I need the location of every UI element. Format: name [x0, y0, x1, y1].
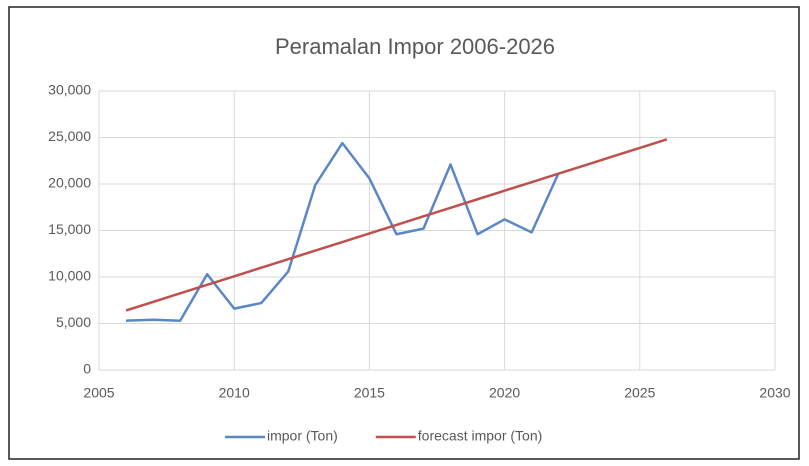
y-tick-label: 20,000: [48, 175, 91, 191]
x-tick-label: 2030: [759, 385, 790, 401]
legend-label: forecast impor (Ton): [418, 428, 542, 444]
x-tick-label: 2020: [489, 385, 520, 401]
y-tick-label: 10,000: [48, 268, 91, 284]
x-tick-label: 2005: [83, 385, 114, 401]
legend-label: impor (Ton): [267, 428, 338, 444]
y-tick-label: 5,000: [56, 314, 91, 330]
y-tick-label: 25,000: [48, 128, 91, 144]
y-tick-label: 0: [83, 361, 91, 377]
x-tick-label: 2015: [354, 385, 385, 401]
y-tick-label: 30,000: [48, 82, 91, 98]
line-series: [125, 138, 668, 312]
x-tick-label: 2025: [624, 385, 655, 401]
y-tick-label: 15,000: [48, 221, 91, 237]
chart-title: Peramalan Impor 2006-2026: [275, 34, 555, 59]
x-tick-label: 2010: [219, 385, 250, 401]
line-series: [125, 141, 560, 322]
